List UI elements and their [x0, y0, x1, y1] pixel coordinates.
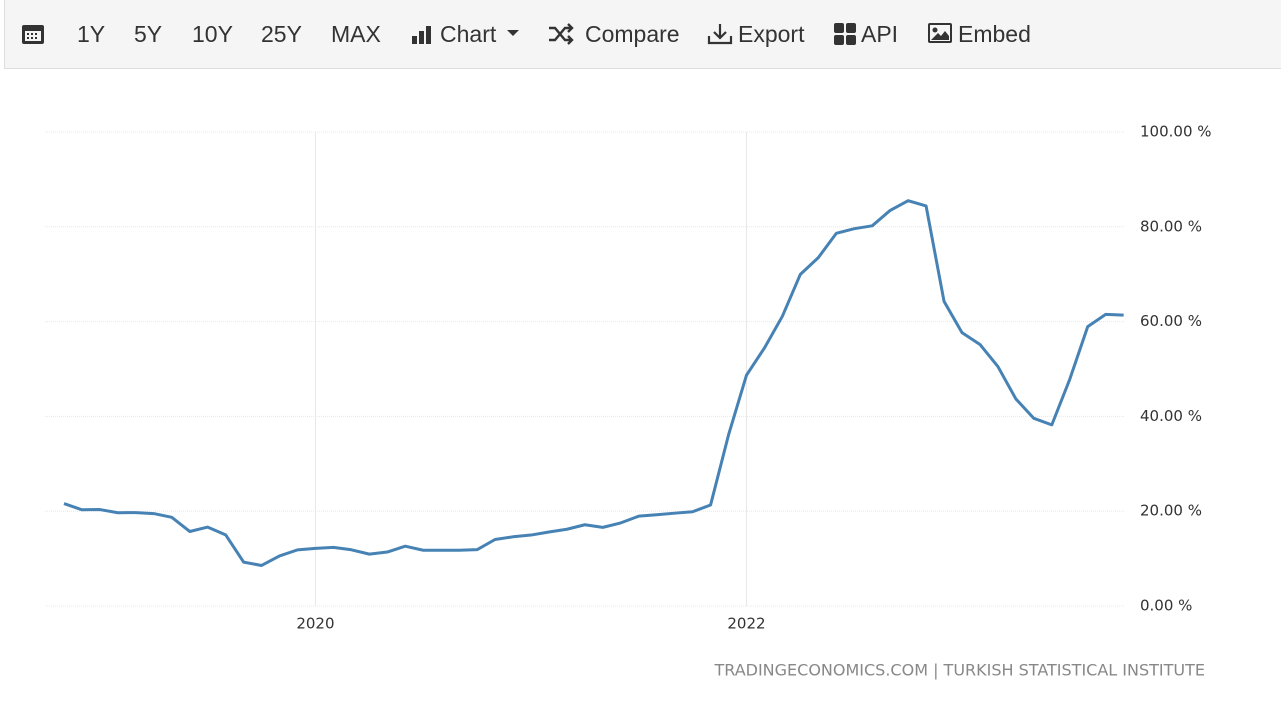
embed-button[interactable]: Embed	[958, 21, 1031, 47]
chart-menu[interactable]: Chart	[440, 21, 497, 47]
range-1y[interactable]: 1Y	[77, 21, 106, 47]
export-button[interactable]: Export	[738, 21, 805, 47]
range-max[interactable]: MAX	[331, 21, 381, 47]
range-5y[interactable]: 5Y	[134, 21, 163, 47]
compare-icon	[549, 23, 574, 45]
export-icon	[707, 24, 733, 45]
x-tick-label: 2022	[727, 615, 765, 633]
chart: TRADINGECONOMICS.COM | TURKISH STATISTIC…	[45, 123, 1212, 680]
data-line	[63, 199, 1124, 567]
x-tick-label: 2020	[296, 615, 334, 633]
source-note: TRADINGECONOMICS.COM | TURKISH STATISTIC…	[713, 661, 1205, 680]
y-tick-label: 100.00 %	[1140, 123, 1212, 141]
range-10y[interactable]: 10Y	[192, 21, 233, 47]
y-tick-label: 80.00 %	[1140, 217, 1202, 235]
calendar-icon[interactable]	[21, 22, 47, 46]
api-button[interactable]: API	[861, 21, 899, 47]
api-icon	[834, 23, 856, 45]
y-tick-label: 40.00 %	[1140, 407, 1202, 425]
toolbar: 1Y 5Y 10Y 25Y MAX Chart Compare Export A…	[4, 0, 1281, 69]
chart-icon	[412, 26, 431, 44]
y-tick-label: 0.00 %	[1140, 597, 1192, 615]
range-25y[interactable]: 25Y	[261, 21, 302, 47]
y-tick-label: 20.00 %	[1140, 502, 1202, 520]
caret	[507, 30, 519, 36]
y-tick-label: 60.00 %	[1140, 312, 1202, 330]
embed-icon	[928, 23, 952, 43]
compare-button[interactable]: Compare	[585, 21, 680, 47]
